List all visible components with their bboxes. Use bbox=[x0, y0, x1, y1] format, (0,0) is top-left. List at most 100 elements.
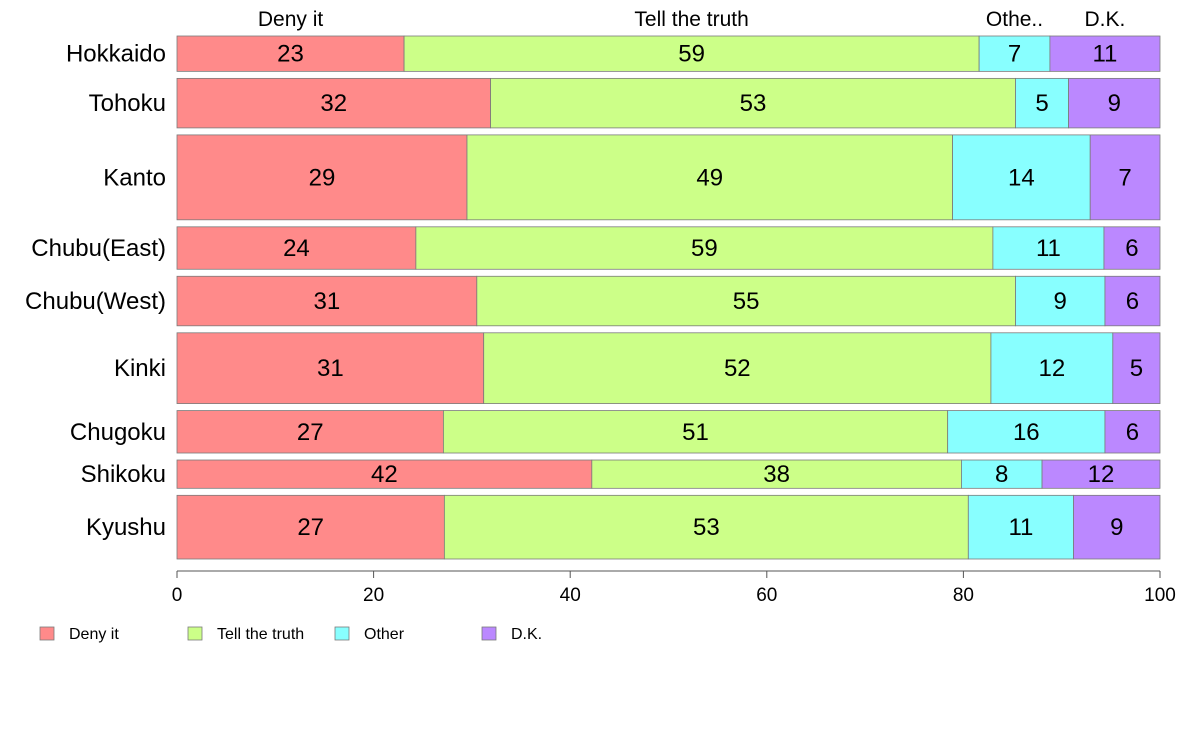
legend-label: D.K. bbox=[511, 626, 542, 643]
bar-segment-d-k bbox=[1073, 494, 1161, 560]
bar-segment-other bbox=[978, 35, 1051, 72]
x-tick-label: 100 bbox=[1144, 585, 1176, 606]
category-label: Hokkaido bbox=[66, 41, 166, 68]
data-label: 12 bbox=[1039, 355, 1066, 382]
data-label: 11 bbox=[1008, 514, 1033, 541]
x-tick-label: 60 bbox=[756, 585, 777, 606]
legend-label: Other bbox=[364, 626, 405, 643]
bar-segment-d-k bbox=[1041, 459, 1161, 489]
bar-segment-tell-the-truth bbox=[466, 134, 953, 221]
data-label: 16 bbox=[1013, 419, 1040, 446]
data-label: 5 bbox=[1035, 90, 1048, 117]
data-label: 24 bbox=[283, 235, 310, 262]
data-label: 23 bbox=[277, 41, 304, 68]
series-top-label: Deny it bbox=[258, 8, 324, 31]
data-label: 7 bbox=[1008, 41, 1021, 68]
data-label: 59 bbox=[678, 41, 705, 68]
data-label: 8 bbox=[995, 461, 1008, 488]
data-label: 6 bbox=[1126, 288, 1139, 315]
bar-segment-d-k bbox=[1104, 275, 1161, 327]
category-label: Chubu(East) bbox=[31, 235, 166, 262]
bar-row-hokkaido: 23 59 7 11 bbox=[176, 35, 1161, 72]
data-label: 27 bbox=[297, 514, 324, 541]
bar-segment-other bbox=[1015, 77, 1069, 129]
legend-item-deny-it: Deny it bbox=[39, 626, 119, 643]
data-label: 9 bbox=[1110, 514, 1123, 541]
data-label: 31 bbox=[314, 288, 341, 315]
data-label: 38 bbox=[763, 461, 790, 488]
bar-row-tohoku: 32 53 5 9 bbox=[176, 77, 1161, 129]
legend-swatch bbox=[187, 626, 203, 641]
data-label: 49 bbox=[696, 164, 723, 191]
legend: Deny it Tell the truth Other D.K. bbox=[39, 626, 542, 643]
category-label: Chugoku bbox=[70, 419, 166, 446]
bar-segment-deny-it bbox=[176, 226, 417, 270]
data-label: 53 bbox=[693, 514, 720, 541]
data-label: 55 bbox=[733, 288, 760, 315]
bar-segment-tell-the-truth bbox=[476, 275, 1016, 327]
series-top-label: Tell the truth bbox=[634, 8, 748, 31]
bar-segment-d-k bbox=[1103, 226, 1161, 270]
data-label: 42 bbox=[371, 461, 398, 488]
data-label: 53 bbox=[740, 90, 767, 117]
bar-segment-d-k bbox=[1049, 35, 1161, 72]
bar-row-shikoku: 42 38 8 12 bbox=[176, 459, 1161, 489]
bar-segment-d-k bbox=[1089, 134, 1161, 221]
x-axis: 0 20 40 60 80 100 bbox=[172, 570, 1176, 606]
data-label: 29 bbox=[309, 164, 336, 191]
data-label: 31 bbox=[317, 355, 344, 382]
data-label: 11 bbox=[1036, 235, 1061, 262]
bar-segment-deny-it bbox=[176, 459, 593, 489]
x-tick-label: 20 bbox=[363, 585, 384, 606]
bar-row-kinki: 31 52 12 5 bbox=[176, 332, 1161, 404]
data-label: 51 bbox=[682, 419, 709, 446]
x-tick-label: 0 bbox=[172, 585, 183, 606]
data-label: 6 bbox=[1126, 419, 1139, 446]
top-series-labels: Deny it Tell the truth Othe.. D.K. bbox=[258, 8, 1126, 31]
bar-segment-other bbox=[1015, 275, 1106, 327]
bar-segment-deny-it bbox=[176, 77, 491, 129]
data-label: 32 bbox=[320, 90, 347, 117]
legend-label: Deny it bbox=[69, 626, 119, 643]
legend-swatch bbox=[39, 626, 55, 641]
category-label: Tohoku bbox=[89, 90, 166, 117]
bar-row-chubu-west: 31 55 9 6 bbox=[176, 275, 1161, 327]
data-label: 9 bbox=[1054, 288, 1067, 315]
series-top-label: D.K. bbox=[1085, 8, 1126, 31]
bar-segment-tell-the-truth bbox=[403, 35, 980, 72]
bar-row-chubu-east: 24 59 11 6 bbox=[176, 226, 1161, 270]
category-label: Kanto bbox=[103, 164, 166, 191]
category-label: Kyushu bbox=[86, 514, 166, 541]
category-label: Kinki bbox=[114, 355, 166, 382]
data-label: 59 bbox=[691, 235, 718, 262]
data-label: 11 bbox=[1092, 41, 1117, 68]
bar-segment-other bbox=[947, 410, 1106, 454]
data-label: 27 bbox=[297, 419, 324, 446]
legend-item-other: Other bbox=[334, 626, 405, 643]
data-label: 9 bbox=[1108, 90, 1121, 117]
x-tick-label: 40 bbox=[560, 585, 581, 606]
series-top-label: Othe.. bbox=[986, 8, 1043, 31]
bar-segment-deny-it bbox=[176, 410, 444, 454]
data-label: 12 bbox=[1088, 461, 1115, 488]
bar-segment-d-k bbox=[1104, 410, 1161, 454]
bar-row-kanto: 29 49 14 7 bbox=[176, 134, 1161, 221]
legend-item-d-k: D.K. bbox=[481, 626, 542, 643]
bar-segment-tell-the-truth bbox=[443, 494, 969, 560]
bar-segment-d-k bbox=[1112, 332, 1161, 404]
bar-segment-other bbox=[990, 332, 1114, 404]
legend-label: Tell the truth bbox=[217, 626, 304, 643]
category-label: Shikoku bbox=[81, 461, 166, 488]
bar-segment-tell-the-truth bbox=[415, 226, 994, 270]
bar-segment-deny-it bbox=[176, 332, 485, 404]
data-label: 14 bbox=[1008, 164, 1035, 191]
data-label: 5 bbox=[1130, 355, 1143, 382]
bar-row-kyushu: 27 53 11 9 bbox=[176, 494, 1161, 560]
data-label: 52 bbox=[724, 355, 751, 382]
legend-swatch bbox=[481, 626, 497, 641]
bar-row-chugoku: 27 51 16 6 bbox=[176, 410, 1161, 454]
bar-segment-tell-the-truth bbox=[490, 77, 1016, 129]
bar-segment-deny-it bbox=[176, 35, 405, 72]
